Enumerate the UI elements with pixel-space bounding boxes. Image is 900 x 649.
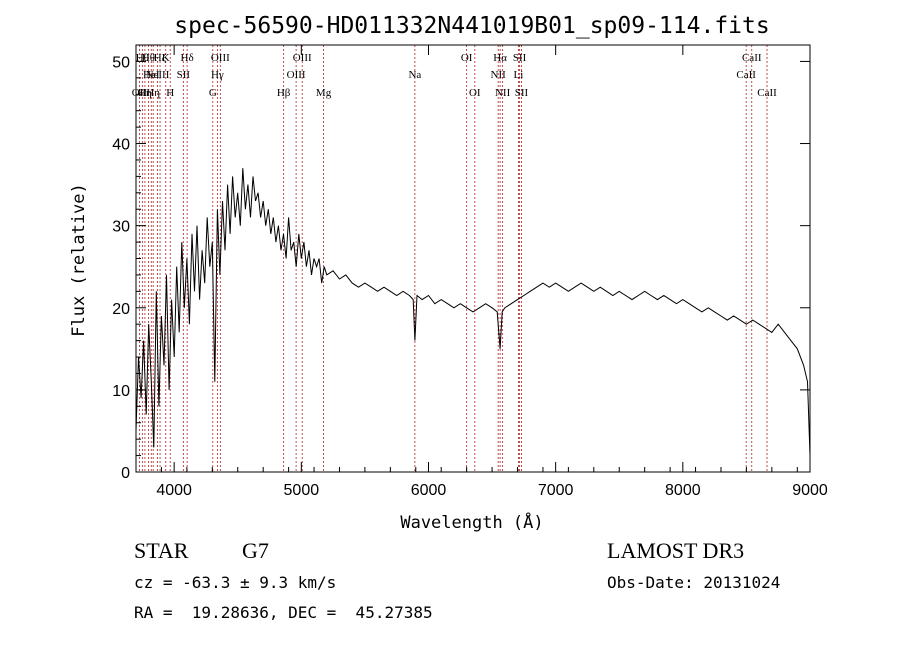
line-marker-label: Hζ — [154, 52, 167, 64]
x-tick-label: 9000 — [792, 482, 828, 499]
survey-name: LAMOST DR3 — [607, 538, 745, 563]
chart-title: spec-56590-HD011332N441019B01_sp09-114.f… — [174, 13, 769, 39]
line-marker-label: Li — [514, 69, 524, 81]
line-marker-label: Hγ — [211, 69, 224, 81]
line-marker-label: G — [209, 87, 217, 99]
line-marker-labels: OIIHθHηHθHeIHηNeIIIHζKHSIIHδGHγOIIIHβOII… — [132, 52, 777, 99]
x-tick-label: 6000 — [411, 482, 447, 499]
y-tick-label: 0 — [121, 465, 130, 482]
object-class: STAR — [134, 538, 189, 563]
line-marker-label: CaII — [742, 52, 762, 64]
line-markers — [139, 45, 768, 472]
line-marker-label: NeIII — [146, 69, 170, 81]
line-marker-label: SII — [515, 87, 529, 99]
line-marker-label: SII — [177, 69, 191, 81]
line-marker-label: OIII — [211, 52, 230, 64]
y-axis-label: Flux (relative) — [69, 183, 89, 337]
y-tick-label: 10 — [112, 383, 130, 400]
line-marker-label: NII — [491, 69, 507, 81]
line-marker-label: HeI — [143, 69, 160, 81]
line-marker-label: SII — [513, 52, 527, 64]
plot-frame — [135, 44, 811, 473]
line-marker-label: OIII — [293, 52, 312, 64]
y-tick-label: 20 — [112, 301, 130, 318]
line-marker-label: OIII — [287, 69, 306, 81]
line-marker-label: Mg — [316, 87, 332, 99]
y-tick-label: 30 — [112, 219, 130, 236]
x-axis-ticks: 4000 5000 6000 7000 8000 9000 — [135, 45, 828, 499]
x-tick-label: 5000 — [284, 482, 320, 499]
line-marker-label: OI — [461, 52, 473, 64]
y-axis-ticks: 0 10 20 30 40 50 — [112, 44, 810, 482]
line-marker-label: Hη — [138, 87, 152, 99]
line-marker-label: K — [162, 52, 170, 64]
y-tick-label: 40 — [112, 137, 130, 154]
line-marker-label: H — [166, 87, 174, 99]
line-marker-label: OI — [469, 87, 481, 99]
coordinates-readout: RA = 19.28636, DEC = 45.27385 — [134, 603, 433, 622]
line-marker-label: NII — [495, 87, 511, 99]
line-marker-label: Hα — [493, 52, 507, 64]
line-marker-label: CaII — [757, 87, 777, 99]
y-tick-label: 50 — [112, 54, 130, 71]
x-tick-label: 7000 — [538, 482, 574, 499]
line-marker-label: Na — [408, 69, 421, 81]
x-tick-label: 8000 — [665, 482, 701, 499]
x-axis-label: Wavelength (Å) — [400, 511, 543, 533]
line-marker-label: Hδ — [181, 52, 194, 64]
line-marker-label: CaII — [736, 69, 756, 81]
observation-date: Obs-Date: 20131024 — [607, 573, 781, 592]
redshift-readout: cz = -63.3 ± 9.3 km/s — [134, 573, 337, 592]
x-tick-label: 4000 — [156, 482, 192, 499]
spectrum-line — [135, 168, 811, 456]
object-subclass: G7 — [242, 538, 269, 563]
line-marker-label: Hη — [146, 87, 160, 99]
line-marker-label: Hβ — [277, 87, 291, 99]
